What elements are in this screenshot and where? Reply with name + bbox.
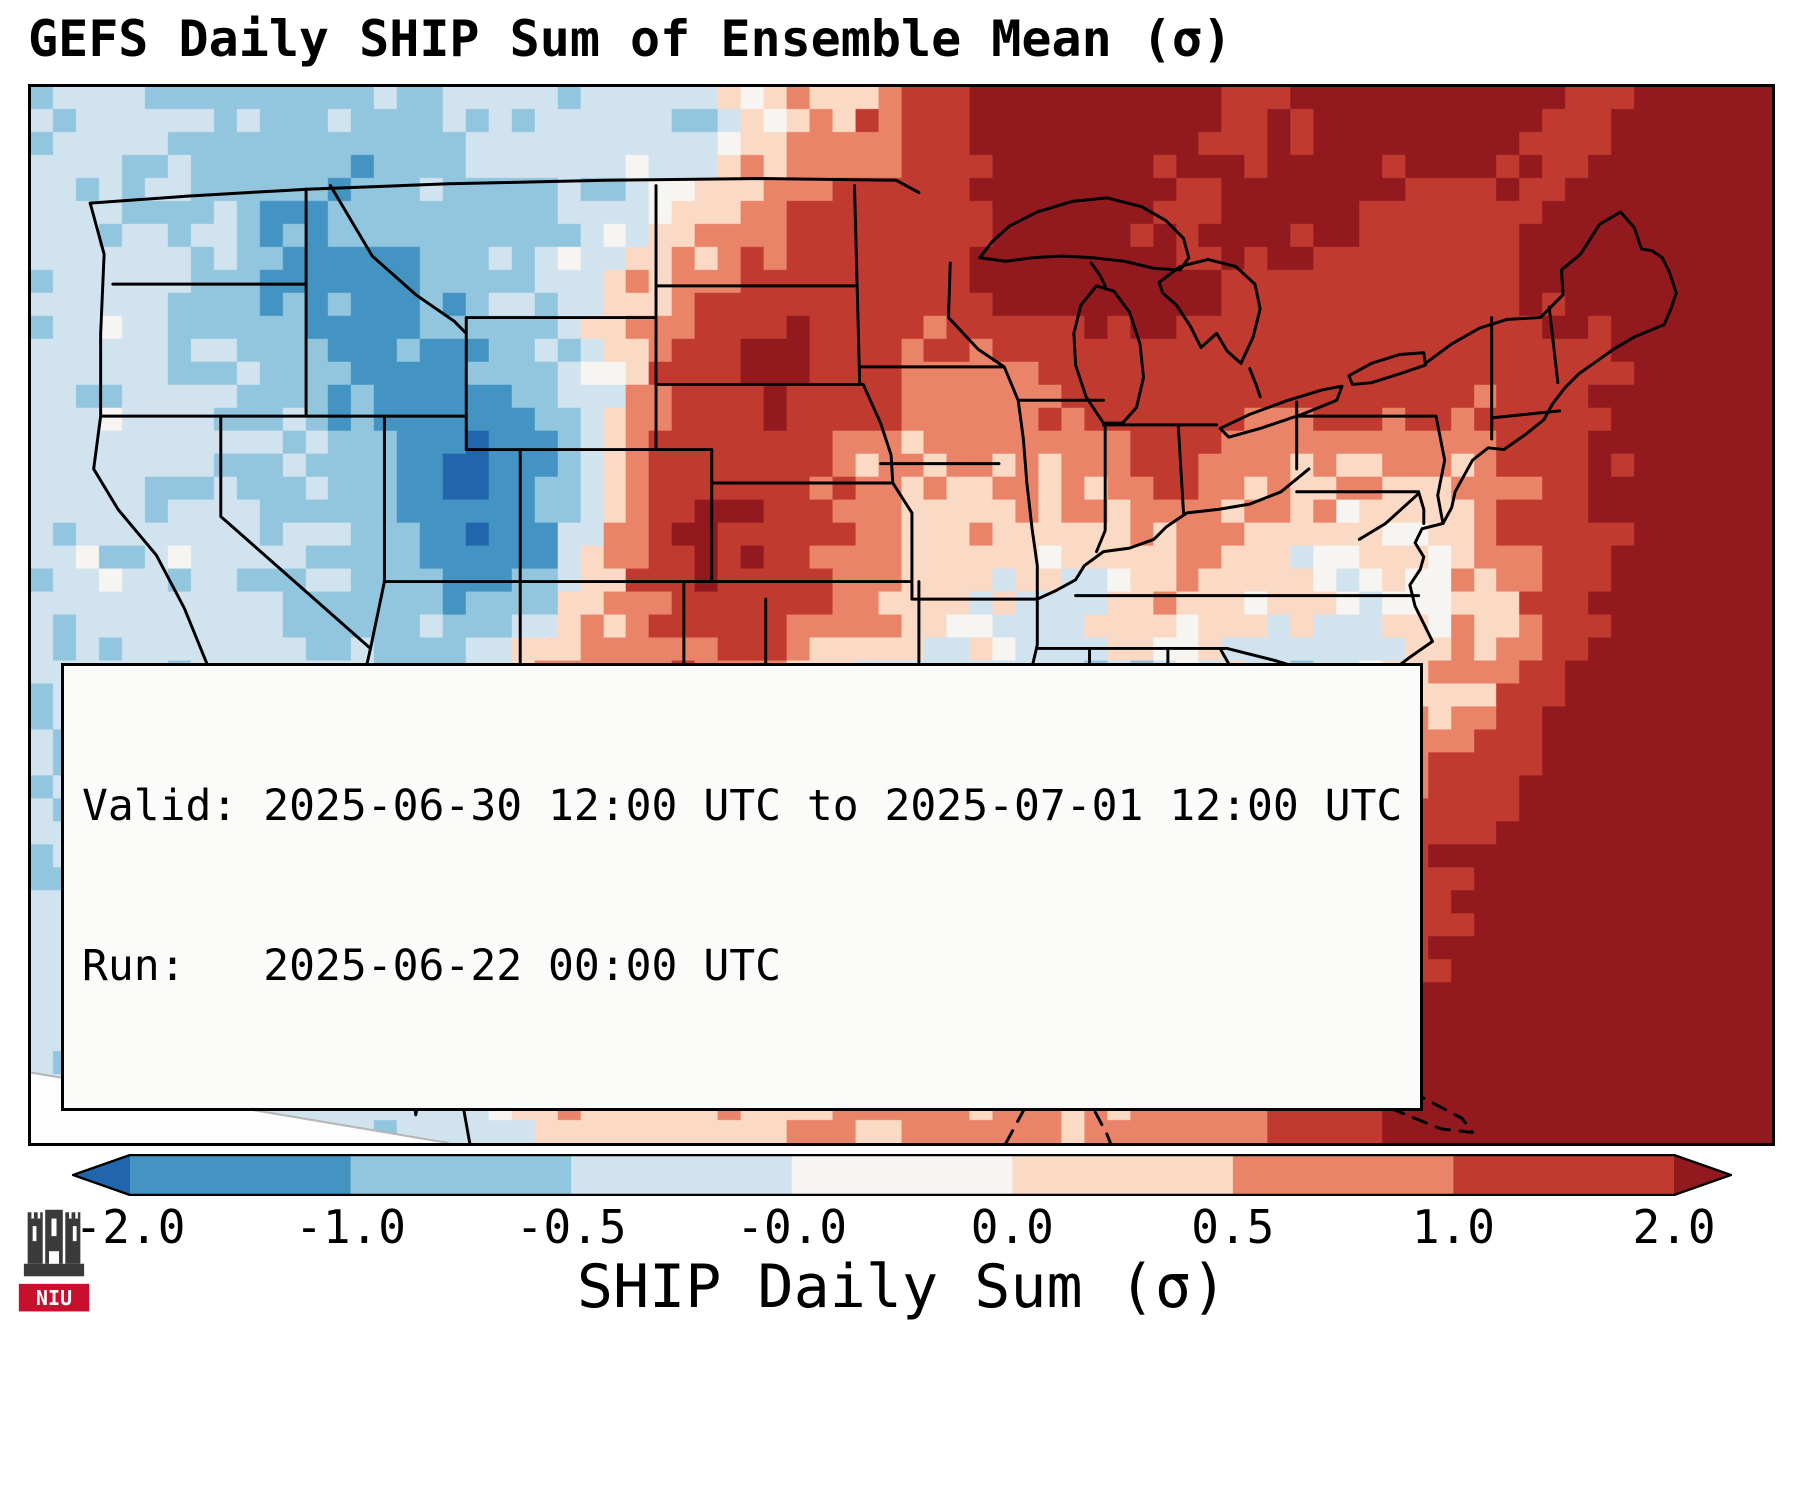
colorbar-segment (571, 1154, 793, 1196)
colorbar-tick-label: -0.5 (515, 1200, 627, 1254)
colorbar-gradient (72, 1154, 1732, 1196)
colorbar-extend-right (1674, 1154, 1732, 1196)
colorbar-tick-label: -2.0 (74, 1200, 186, 1254)
colorbar-segment (1232, 1154, 1455, 1196)
colorbar (72, 1154, 1732, 1196)
lake-michigan-outline (1072, 284, 1145, 425)
colorbar-segment (1012, 1154, 1234, 1196)
us-canada-border (88, 177, 921, 205)
valid-line: Valid: 2025-06-30 12:00 UTC to 2025-07-0… (82, 781, 1403, 832)
colorbar-outline (72, 1154, 1732, 1196)
colorbar-tick-label: 0.0 (970, 1200, 1054, 1254)
us-canada-border-east (1248, 210, 1643, 399)
validity-info-box: Valid: 2025-06-30 12:00 UTC to 2025-07-0… (61, 662, 1424, 1111)
lake-huron-outline (1157, 257, 1262, 365)
colorbar-segment (130, 1154, 352, 1196)
lake-ontario-outline (1347, 351, 1428, 386)
castle-icon: NIU (18, 1209, 90, 1312)
colorbar-tick-label: 1.0 (1411, 1200, 1495, 1254)
weather-map: Valid: 2025-06-30 12:00 UTC to 2025-07-0… (28, 84, 1775, 1146)
colorbar-extend-left (72, 1154, 130, 1196)
run-line: Run: 2025-06-22 00:00 UTC (82, 941, 781, 992)
colorbar-tick-label: -1.0 (295, 1200, 406, 1254)
lake-superior-outline (978, 196, 1191, 272)
colorbar-tick-label: 2.0 (1632, 1200, 1716, 1254)
lake-erie-outline (1218, 384, 1344, 439)
colorbar-tick-label: 0.5 (1191, 1200, 1275, 1254)
colorbar-segment (350, 1154, 573, 1196)
niu-logo: NIU (16, 1206, 92, 1324)
colorbar-ticks: -2.0 -1.0 -0.5 -0.0 0.0 0.5 1.0 2.0 (72, 1200, 1732, 1254)
niu-banner (18, 1283, 90, 1312)
colorbar-title: SHIP Daily Sum (σ) (576, 1252, 1228, 1322)
colorbar-segment (791, 1154, 1014, 1196)
pacific-coastline (88, 201, 303, 726)
colorbar-segment (1453, 1154, 1675, 1196)
niu-logo-text: NIU (36, 1286, 72, 1310)
page-title: GEFS Daily SHIP Sum of Ensemble Mean (σ) (28, 10, 1233, 68)
colorbar-tick-label: -0.0 (736, 1200, 848, 1254)
